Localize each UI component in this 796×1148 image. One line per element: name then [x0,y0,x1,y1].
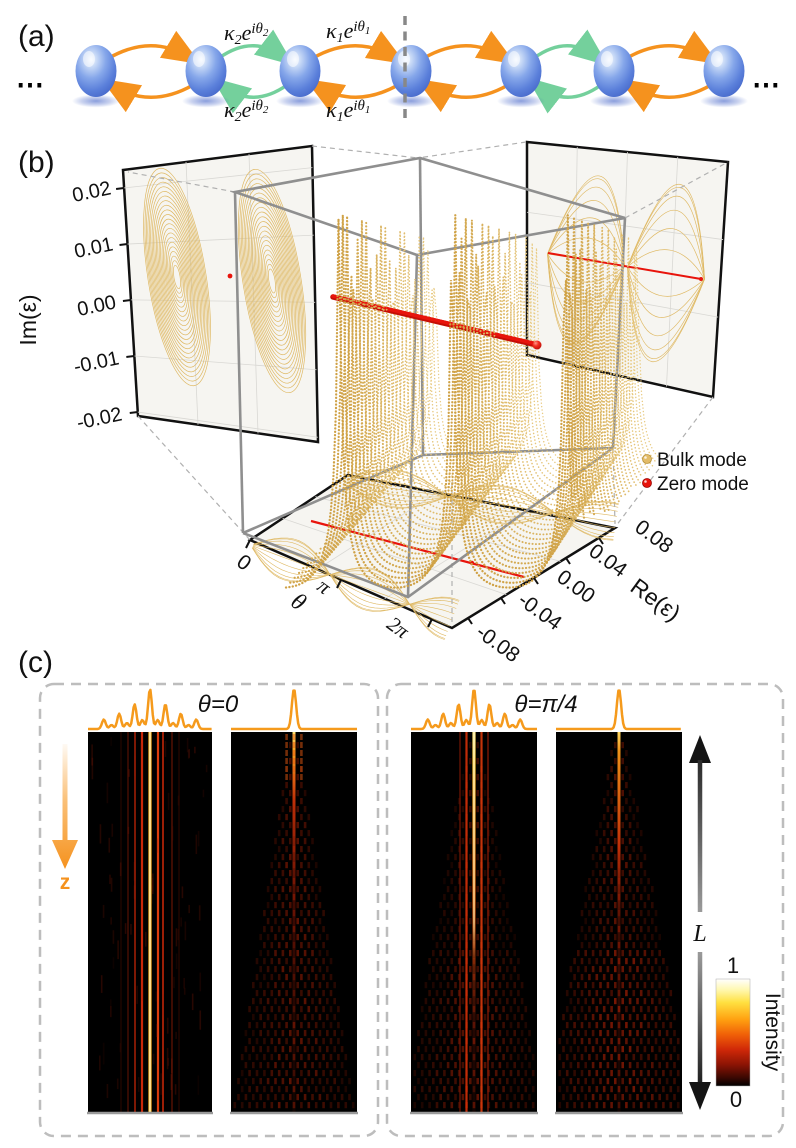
down-arrowhead-icon [689,1082,711,1110]
zero-mode-legend-label: Zero mode [657,474,749,495]
theta0-title: θ=0 [198,691,239,718]
projection-dashed-connectors [127,141,729,624]
up-arrowhead-icon [689,735,711,763]
length-label: L [692,921,706,947]
intensity-map-zero-mode-theta0 [88,732,212,1112]
z-axis-label: z [60,871,71,894]
theta-pi4-title: θ=π/4 [514,691,577,718]
colorbar-title: Intensity [761,993,784,1072]
re-tick-2: 0.00 [553,565,600,608]
wireframe-cube [229,156,627,599]
input-profiles [87,688,681,731]
panel-c-label: (c) [18,646,53,679]
theta-axis-title: θ [286,588,311,616]
theta-tick-0: 0 [232,550,255,575]
intensity-colorbar: 1 0 Intensity [715,953,784,1112]
panel-a-lattice-diagram: (a) ⋯ ⋯ κ2eiθ2 κ1eiθ1 κ2eiθ2 κ1eiθ1 [16,16,780,125]
panel-a-label: (a) [18,20,55,53]
bulk-mode-legend-dot [642,454,652,464]
left-projection-plane [121,144,320,444]
panel-b-spectrum-3d-plot: (b) Im(ε) [15,140,749,667]
z-arrow-icon [52,744,78,869]
colorbar-max-label: 1 [727,953,739,978]
kappa-symbol: κ [326,18,337,43]
ellipsis-right: ⋯ [752,69,780,100]
theta-tick-2pi: 2π [383,611,415,643]
coupling-label-k2-top: κ2eiθ2 [224,20,269,48]
coupling-arrows [101,29,719,114]
zero-mode-legend-dot [642,478,652,488]
coupling-label-k2-bottom: κ2eiθ2 [224,97,269,125]
im-tick-0: 0.02 [70,177,113,207]
im-tick-4: -0.02 [75,403,124,434]
theta-pi4-dashed-box [385,682,785,1138]
bulk-spectrum-braided-surface [284,214,663,589]
legend-dot-highlight [644,480,647,483]
im-tick-1: 0.01 [72,233,115,263]
intensity-map-zero-mode-theta-pi4 [411,732,537,1112]
bulk-mode-legend-label: Bulk mode [657,450,747,471]
panel-b-label: (b) [18,146,55,179]
kappa-symbol: κ [224,20,235,45]
intensity-map-single-site-theta-pi4 [556,732,682,1112]
z-propagation-arrow: z [52,744,78,894]
re-tick-1: 0.04 [585,539,632,582]
im-tick-2: 0.00 [75,291,118,321]
theta0-dashed-box [38,682,380,1138]
im-axis-title: Im(ε) [15,294,41,345]
im-tick-3: -0.01 [72,347,121,378]
ellipsis-left: ⋯ [16,69,44,100]
coupling-label-k1-bottom: κ1eiθ1 [326,97,370,125]
left-plane-spectrum-ellipses [143,167,307,394]
coupling-label-k1-top: κ1eiθ1 [326,18,370,46]
panel-c-propagation-maps: (c) θ=0 θ=π/4 z [18,646,785,1138]
colorbar-min-label: 0 [730,1087,742,1112]
intensity-map-single-site-theta0 [231,732,357,1112]
colorbar-gradient [715,978,751,1087]
lattice-sites [72,45,748,108]
legend: Bulk mode Zero mode [642,450,749,495]
sample-length-arrow: L [689,735,711,1110]
re-tick-0: 0.08 [631,515,678,558]
re-tick-4: -0.08 [472,620,524,667]
re-axis-title: Re(ε) [626,573,686,626]
re-tick-3: -0.04 [514,588,567,635]
legend-dot-highlight [644,456,647,459]
axis-tick-marks [115,187,604,628]
